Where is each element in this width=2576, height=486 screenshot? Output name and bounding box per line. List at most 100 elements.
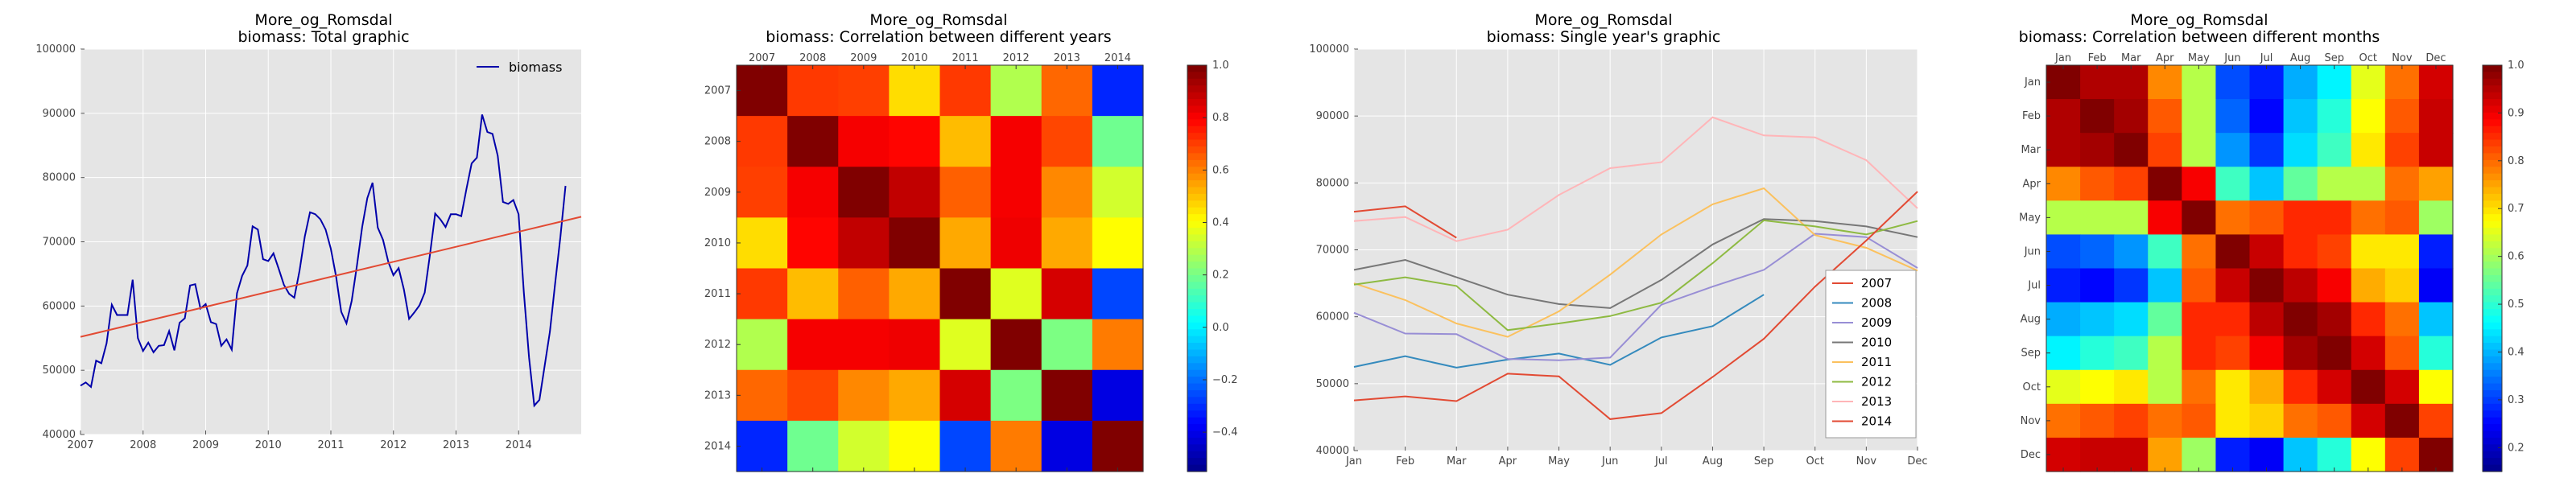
heatmap-cell [2351, 369, 2386, 405]
colorbar-segment [1187, 302, 1207, 310]
y-tick-label: Sep [2021, 348, 2041, 360]
heatmap-cell [838, 167, 890, 218]
colorbar-segment [1187, 200, 1207, 208]
colorbar-segment [1187, 464, 1207, 472]
heatmap-cell [2317, 200, 2352, 236]
heatmap-cell [889, 268, 941, 320]
y-tick-label: Nov [2021, 415, 2041, 427]
heatmap-cell [2046, 234, 2081, 270]
heatmap-cell [1092, 167, 1144, 218]
heatmap-cell [2283, 336, 2318, 371]
heatmap-cell [939, 217, 992, 270]
heatmap-cell [1092, 420, 1144, 472]
heatmap-cell [2182, 133, 2217, 167]
heatmap-cell [939, 319, 992, 371]
x-tick-label: Aug [2290, 52, 2310, 64]
colorbar-tick-label: 1.0 [1212, 60, 1229, 72]
x-tick-label: Jun [2223, 52, 2240, 64]
heatmap-cell [2046, 336, 2081, 371]
heatmap-cell [990, 167, 1042, 218]
heatmap-cell [2046, 403, 2081, 439]
heatmap-cell [838, 217, 890, 270]
colorbar-segment [1187, 207, 1207, 215]
heatmap-cell [2046, 437, 2081, 472]
heatmap-cell [1041, 319, 1093, 371]
y-tick-label: Mar [2021, 144, 2041, 156]
chart-title: More_og_Romsdal [1534, 11, 1672, 29]
y-tick-label: 100000 [35, 43, 76, 56]
legend-label-2014: 2014 [1861, 414, 1892, 429]
heatmap-cell [2418, 437, 2454, 472]
y-tick-label: 90000 [43, 108, 76, 120]
colorbar-frame [2482, 64, 2503, 472]
heatmap-cell [2046, 200, 2081, 236]
heatmap-cell [2080, 403, 2115, 439]
y-tick-label: 2010 [704, 237, 731, 249]
x-tick-label: Mar [2121, 52, 2141, 64]
trend-line [80, 216, 582, 338]
heatmap-cell [1041, 217, 1093, 270]
x-tick-label: 2013 [443, 439, 469, 451]
y-tick-label: 2013 [704, 389, 731, 402]
heatmap-cell [2182, 200, 2217, 236]
x-tick-label: Jul [2260, 52, 2273, 64]
heatmap-cell [1092, 116, 1144, 167]
colorbar-segment [1187, 417, 1207, 425]
heatmap-cell [2249, 167, 2285, 201]
heatmap-cell [990, 268, 1042, 320]
colorbar-segment [1187, 214, 1207, 222]
heatmap-cell [737, 268, 788, 320]
colorbar-segment [1187, 159, 1207, 167]
heatmap-cell [2182, 437, 2217, 472]
x-tick-label: 2010 [255, 439, 282, 451]
heatmap-cell [2283, 234, 2318, 270]
heatmap-cell [2283, 99, 2318, 134]
heatmap-cell [2215, 167, 2251, 201]
heatmap-cell [2283, 167, 2318, 201]
colorbar-segment [2483, 126, 2502, 134]
x-tick-label: Oct [1806, 455, 1823, 467]
x-tick-label: Apr [1499, 455, 1517, 467]
heatmap-cell [737, 319, 788, 371]
colorbar-segment [1187, 444, 1207, 452]
heatmap-cell [787, 268, 839, 320]
heatmap-cell [1092, 217, 1144, 270]
heatmap-cell [2418, 369, 2454, 405]
heatmap-cell [2080, 268, 2115, 303]
heatmap-cell [2384, 200, 2420, 236]
heatmap-cell [889, 116, 941, 167]
month-correlation-heatmap: More_og_Romsdal biomass: Correlation bet… [2019, 11, 2524, 472]
heatmap-cell [2384, 167, 2420, 201]
heatmap-cell [2182, 268, 2217, 303]
series-line-2008 [1353, 294, 1765, 369]
colorbar-segment [2483, 437, 2502, 445]
colorbar-tick-label: 0.5 [2508, 299, 2524, 311]
colorbar-segment [1187, 146, 1207, 154]
heatmap-cell [2080, 369, 2115, 405]
heatmap-cell [2148, 167, 2182, 201]
colorbar-tick-label: −0.4 [1212, 426, 1238, 439]
colorbar-segment [2483, 167, 2502, 175]
y-tick-label: 40000 [1316, 445, 1349, 457]
colorbar-segment [1187, 167, 1207, 175]
heatmap-cell [2418, 133, 2454, 167]
heatmap-cell [939, 420, 992, 472]
y-tick-label: Feb [2022, 110, 2041, 122]
series-line-2007 [1353, 205, 1457, 239]
heatmap-cell [787, 65, 839, 117]
colorbar-segment [1187, 126, 1207, 134]
heatmap-cell [2351, 133, 2386, 167]
x-tick-label: 2013 [1054, 52, 1080, 64]
heatmap-cell [1041, 420, 1093, 472]
colorbar-segment [1187, 248, 1207, 256]
heatmap-cell [889, 65, 941, 117]
x-tick-label: 2010 [901, 52, 927, 64]
heatmap-cell [2148, 336, 2182, 371]
heatmap-cell [2080, 234, 2115, 270]
heatmap-cell [2249, 99, 2285, 134]
colorbar-segment [1187, 329, 1207, 337]
x-tick-label: Nov [1856, 455, 1877, 467]
heatmap-cell [2215, 133, 2251, 167]
heatmap-cell [2351, 200, 2386, 236]
x-tick-label: 2011 [952, 52, 979, 64]
